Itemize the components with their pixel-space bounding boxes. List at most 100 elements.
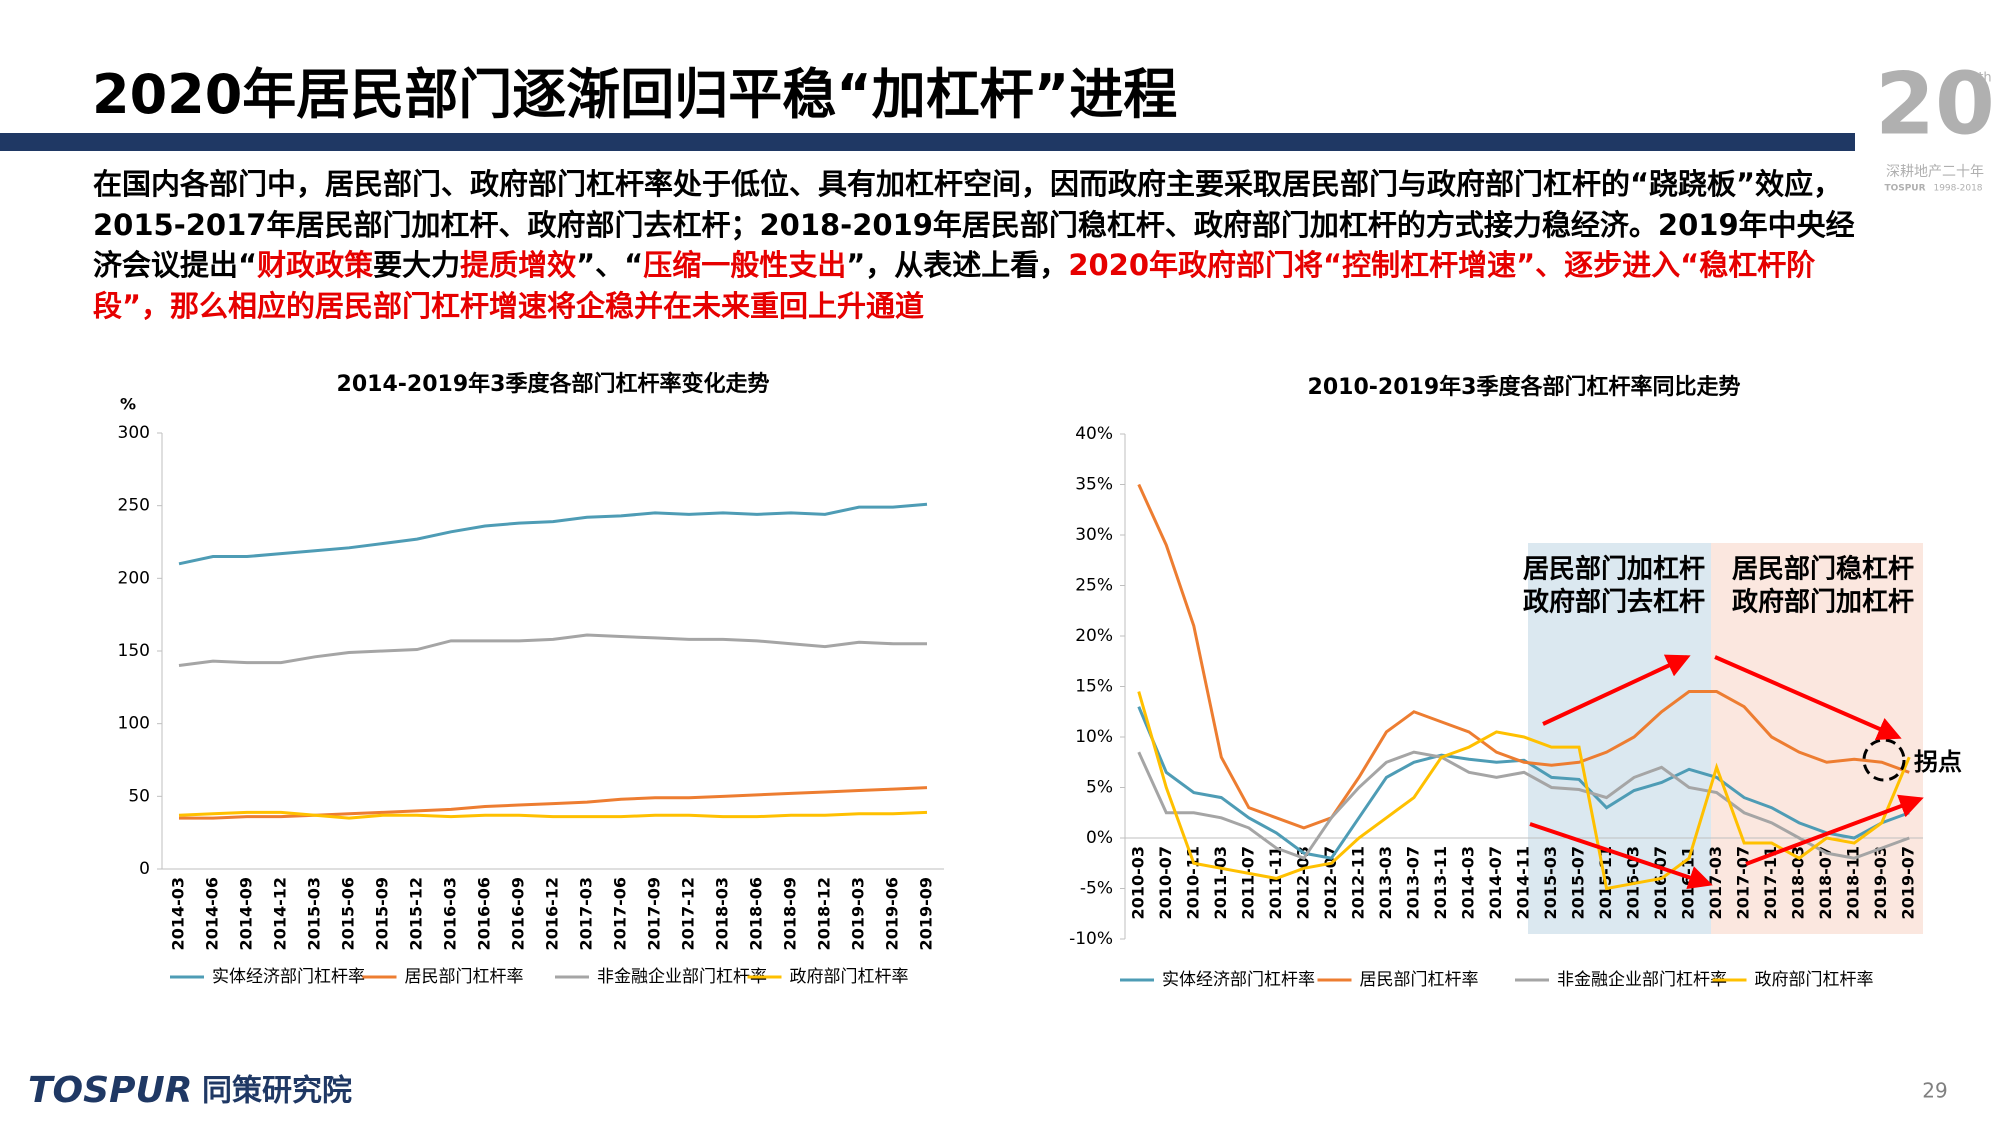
x-tick-label: 2015-06	[339, 877, 358, 950]
x-tick-label: 2011-07	[1238, 846, 1257, 919]
logo-number: 20	[1875, 54, 1995, 154]
page-number: 29	[1922, 1079, 1947, 1103]
x-tick-label: 2017-11	[1761, 846, 1780, 919]
x-tick-label: 2015-07	[1569, 846, 1588, 919]
paragraph-run: 提质增效	[460, 248, 577, 282]
paragraph-run: 要大力	[373, 248, 461, 282]
x-tick-label: 2017-06	[611, 877, 630, 950]
x-tick-label: 2017-03	[1706, 846, 1725, 919]
annotation: 拐点	[1914, 748, 1962, 776]
trend-arrow	[1529, 822, 1713, 890]
legend-label: 实体经济部门杠杆率	[1162, 970, 1315, 990]
x-tick-label: 2015-12	[407, 877, 426, 950]
legend-label: 政府部门杠杆率	[1755, 970, 1874, 990]
x-tick-label: 2013-11	[1431, 846, 1450, 919]
paragraph: 在国内各部门中，居民部门、政府部门杠杆率处于低位、具有加杠杆空间，因而政府主要采…	[93, 164, 1863, 326]
series-line	[178, 633, 927, 668]
logo-years: 1998-2018	[1933, 184, 1982, 194]
x-tick-label: 2012-03	[1293, 846, 1312, 919]
y-tick-label: 300	[118, 423, 150, 443]
x-tick-label: 2018-07	[1816, 846, 1835, 919]
x-tick-label: 2016-03	[441, 877, 460, 950]
annotation: 居民部门稳杠杆	[1732, 554, 1914, 585]
paragraph-run: 财政政策	[257, 248, 374, 282]
turning-point	[1862, 738, 1906, 782]
annotation: 居民部门加杠杆	[1523, 555, 1705, 585]
x-tick-label: 2015-09	[373, 877, 392, 950]
series-line	[1137, 483, 1910, 830]
x-tick-label: 2014-12	[271, 877, 290, 950]
series-line	[178, 502, 928, 566]
y-tick-label: 15%	[1075, 677, 1113, 697]
x-tick-label: 2014-03	[1458, 846, 1477, 919]
x-tick-label: 2019-06	[883, 877, 902, 950]
logo-brand: TOSPUR	[1884, 184, 1925, 194]
series-line	[178, 810, 928, 820]
trend-arrow	[1745, 794, 1924, 866]
x-tick-label: 2013-03	[1376, 846, 1395, 919]
series-line	[1137, 691, 1911, 891]
x-tick-label: 2019-07	[1899, 846, 1918, 919]
x-tick-label: 2018-11	[1844, 846, 1863, 919]
paragraph-run: 压缩一般性支出	[643, 248, 847, 282]
paragraph-run: 在国内各部门中，居民部门、政府部门杠杆率处于低位、具有加杠杆空间，因而政府主要采…	[93, 167, 1855, 282]
y-tick-label: 50	[128, 786, 150, 806]
title-bar	[0, 133, 1855, 151]
paragraph-run: 2020年政府部门将“控制杠杆增速”、逐步进入“稳杠杆阶段”，那么相应的居民部门…	[93, 248, 1816, 323]
legend-label: 居民部门杠杆率	[405, 967, 524, 987]
y-tick-label: 200	[118, 568, 150, 588]
x-tick-label: 2015-03	[1541, 846, 1560, 919]
footer-brand: TOSPUR	[28, 1070, 192, 1111]
x-tick-label: 2010-03	[1128, 846, 1147, 919]
y-axis-label: %	[120, 395, 136, 414]
logo-suffix: th	[1978, 71, 1991, 86]
y-tick-label: 0	[139, 859, 150, 879]
series-line	[1137, 750, 1910, 861]
x-tick-label: 2013-07	[1403, 846, 1422, 919]
x-tick-label: 2011-03	[1211, 846, 1230, 919]
x-tick-label: 2014-07	[1486, 846, 1505, 919]
x-tick-label: 2018-12	[815, 877, 834, 950]
annotation: 政府部门加杠杆	[1732, 587, 1914, 618]
x-tick-label: 2016-06	[475, 877, 494, 950]
legend-label: 政府部门杠杆率	[790, 967, 909, 987]
legend-label: 非金融企业部门杠杆率	[1557, 970, 1727, 990]
legend-label: 非金融企业部门杠杆率	[597, 967, 767, 987]
y-tick-label: 20%	[1075, 626, 1113, 646]
x-tick-label: 2018-06	[747, 877, 766, 950]
x-tick-label: 2018-09	[781, 877, 800, 950]
x-tick-label: 2014-06	[203, 877, 222, 950]
y-tick-label: 250	[118, 496, 150, 516]
y-tick-label: -5%	[1080, 879, 1113, 899]
annotation: 政府部门去杠杆	[1523, 587, 1705, 618]
x-tick-label: 2018-03	[1789, 846, 1808, 919]
chart-title: 2014-2019年3季度各部门杠杆率变化走势	[337, 371, 770, 397]
trend-arrow	[1714, 655, 1902, 740]
paragraph-run: ”，从表述上看，	[846, 248, 1069, 282]
y-tick-label: 35%	[1075, 475, 1113, 495]
y-tick-label: 5%	[1086, 778, 1113, 798]
slide-title: 2020年居民部门逐渐回归平稳“加杠杆”进程	[92, 63, 1178, 126]
x-tick-label: 2016-12	[543, 877, 562, 950]
y-tick-label: 100	[118, 714, 150, 734]
x-tick-label: 2017-12	[679, 877, 698, 950]
x-tick-label: 2010-07	[1156, 846, 1175, 919]
x-tick-label: 2017-07	[1734, 846, 1753, 919]
x-tick-label: 2011-11	[1266, 846, 1285, 919]
y-tick-label: 30%	[1075, 525, 1113, 545]
x-tick-label: 2019-03	[1871, 846, 1890, 919]
series-line	[1137, 706, 1910, 860]
x-tick-label: 2019-03	[849, 877, 868, 950]
x-tick-label: 2014-09	[237, 877, 256, 950]
period-shade	[1528, 543, 1711, 934]
paragraph-run: ”、“	[576, 248, 644, 282]
x-tick-label: 2016-09	[509, 877, 528, 950]
x-tick-label: 2018-03	[713, 877, 732, 950]
x-tick-label: 2017-03	[577, 877, 596, 950]
x-tick-label: 2016-07	[1651, 846, 1670, 919]
y-tick-label: 25%	[1075, 576, 1113, 596]
x-tick-label: 2014-03	[169, 877, 188, 950]
x-tick-label: 2014-11	[1514, 846, 1533, 919]
